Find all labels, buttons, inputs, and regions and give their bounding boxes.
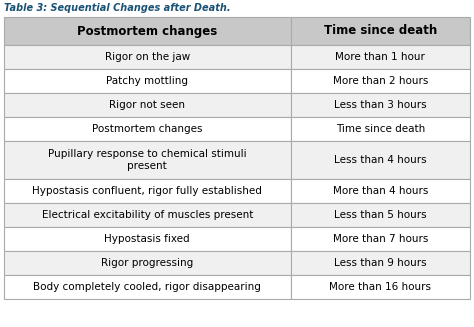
Bar xyxy=(4,69,291,93)
Bar xyxy=(4,45,291,69)
Bar xyxy=(4,17,291,45)
Text: Time since death: Time since death xyxy=(336,124,425,134)
Bar xyxy=(4,251,291,275)
Text: Less than 9 hours: Less than 9 hours xyxy=(334,258,427,268)
Text: More than 4 hours: More than 4 hours xyxy=(333,186,428,196)
Text: Less than 5 hours: Less than 5 hours xyxy=(334,210,427,220)
Text: Table 3: Sequential Changes after Death.: Table 3: Sequential Changes after Death. xyxy=(4,3,231,13)
Bar xyxy=(291,275,470,299)
Text: More than 2 hours: More than 2 hours xyxy=(333,76,428,86)
Text: More than 1 hour: More than 1 hour xyxy=(336,52,425,62)
Text: Postmortem changes: Postmortem changes xyxy=(92,124,202,134)
Bar xyxy=(291,141,470,179)
Bar xyxy=(291,117,470,141)
Bar xyxy=(291,227,470,251)
Bar xyxy=(4,227,291,251)
Text: Body completely cooled, rigor disappearing: Body completely cooled, rigor disappeari… xyxy=(33,282,261,292)
Bar xyxy=(4,117,291,141)
Text: Time since death: Time since death xyxy=(324,25,437,38)
Bar xyxy=(291,179,470,203)
Bar xyxy=(4,179,291,203)
Bar xyxy=(291,17,470,45)
Text: Patchy mottling: Patchy mottling xyxy=(106,76,188,86)
Text: More than 16 hours: More than 16 hours xyxy=(329,282,431,292)
Bar xyxy=(291,93,470,117)
Text: Hypostasis confluent, rigor fully established: Hypostasis confluent, rigor fully establ… xyxy=(32,186,262,196)
Bar xyxy=(4,141,291,179)
Bar xyxy=(4,203,291,227)
Text: Rigor not seen: Rigor not seen xyxy=(109,100,185,110)
Text: Rigor on the jaw: Rigor on the jaw xyxy=(105,52,190,62)
Bar xyxy=(291,251,470,275)
Bar xyxy=(291,45,470,69)
Bar xyxy=(4,275,291,299)
Bar xyxy=(291,203,470,227)
Text: Rigor progressing: Rigor progressing xyxy=(101,258,193,268)
Text: Postmortem changes: Postmortem changes xyxy=(77,25,218,38)
Text: Less than 4 hours: Less than 4 hours xyxy=(334,155,427,165)
Bar xyxy=(4,93,291,117)
Bar xyxy=(291,69,470,93)
Text: Pupillary response to chemical stimuli
present: Pupillary response to chemical stimuli p… xyxy=(48,149,246,171)
Text: Less than 3 hours: Less than 3 hours xyxy=(334,100,427,110)
Text: Hypostasis fixed: Hypostasis fixed xyxy=(104,234,190,244)
Text: More than 7 hours: More than 7 hours xyxy=(333,234,428,244)
Text: Electrical excitability of muscles present: Electrical excitability of muscles prese… xyxy=(42,210,253,220)
